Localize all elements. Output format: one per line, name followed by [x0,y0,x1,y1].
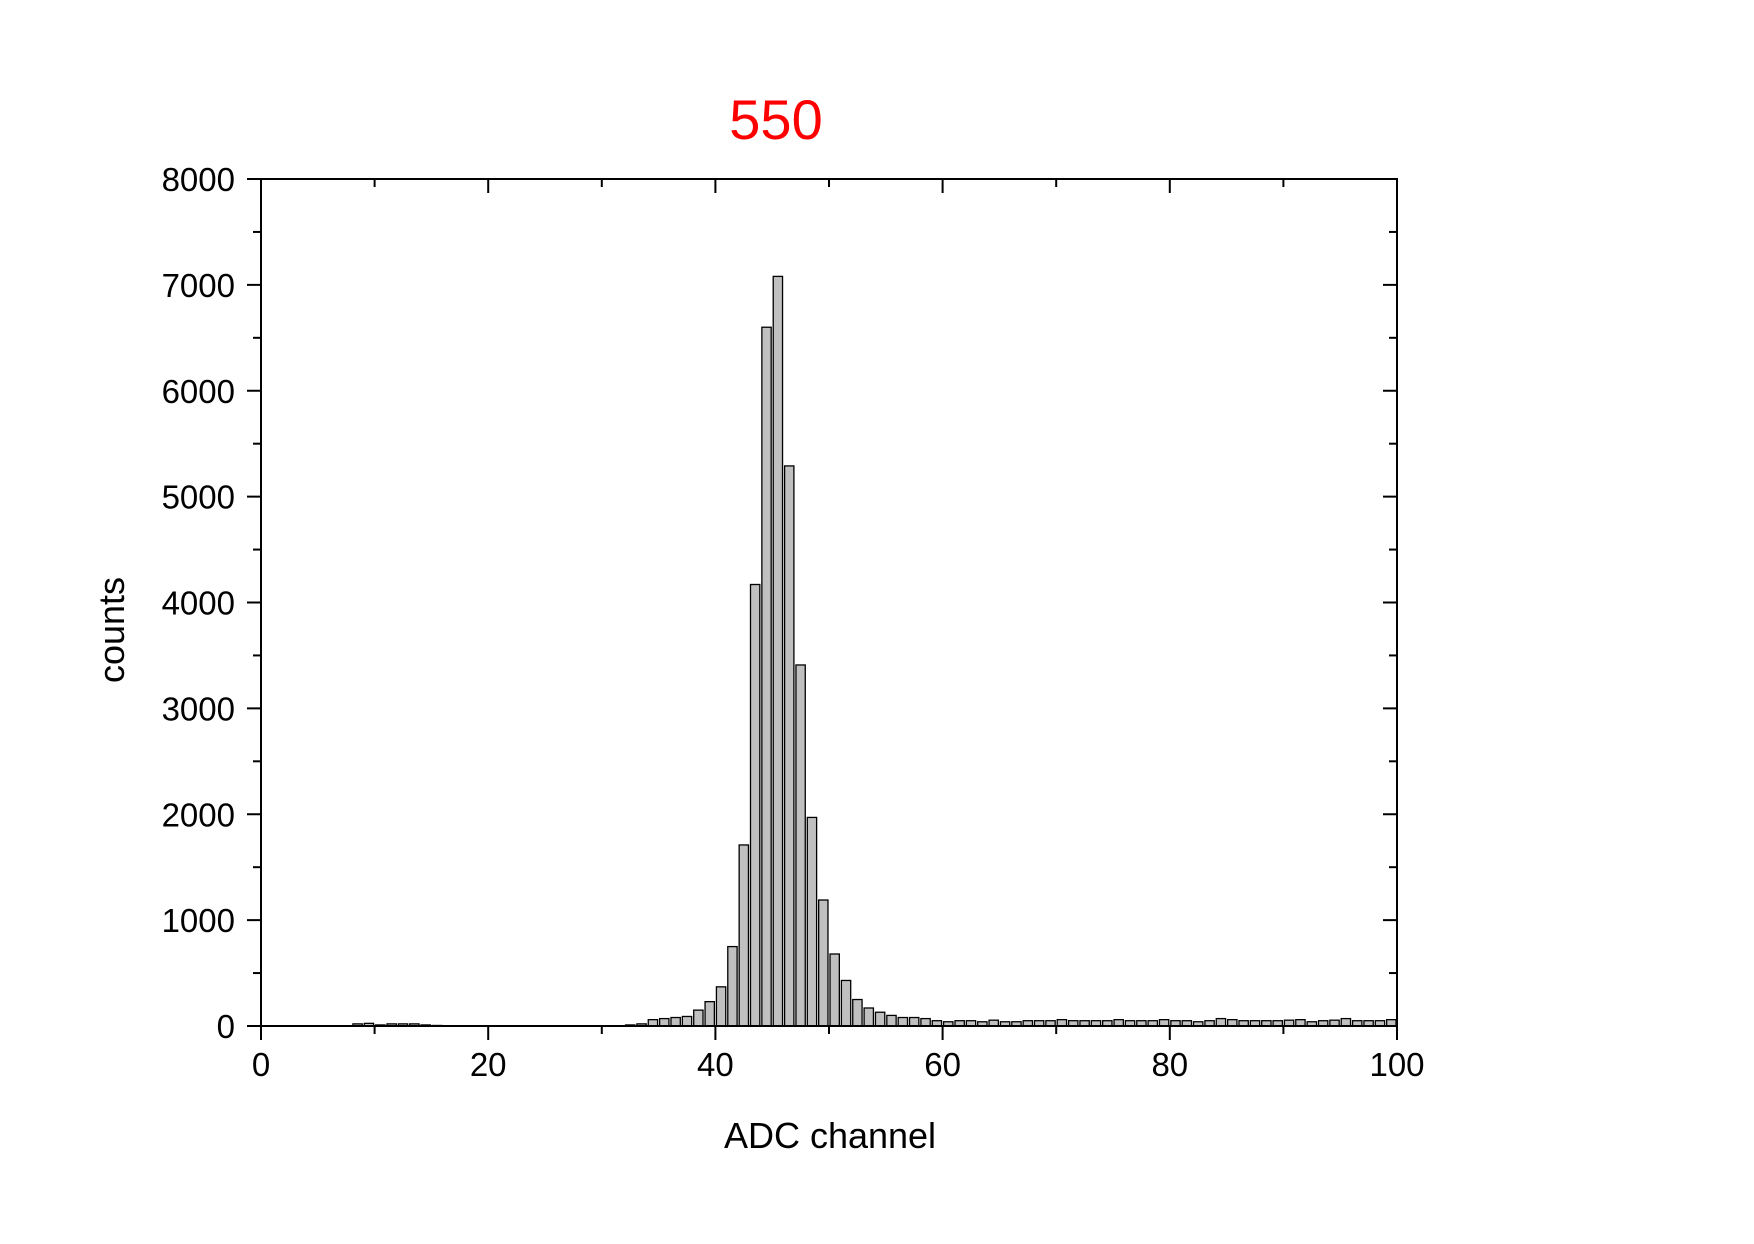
histogram-bar [863,1007,875,1027]
histogram-bar [715,986,727,1027]
histogram-bar [897,1016,909,1027]
x-tick-label: 100 [1369,1046,1424,1083]
chart-title: 550 [729,88,822,151]
x-tick-label: 0 [252,1046,270,1083]
x-tick-label: 60 [924,1046,961,1083]
x-tick-label: 40 [697,1046,734,1083]
axes-layer: 0 20 40 60 80 1000100020003000400050006000700… [162,161,1425,1083]
histogram-bar [772,275,784,1027]
histogram-bar [852,998,863,1027]
histogram-bar [749,583,761,1027]
histogram-bar [727,945,738,1027]
bars-layer [352,275,1397,1027]
y-tick-label: 2000 [162,796,235,833]
y-tick-label: 3000 [162,690,235,727]
histogram-bar [693,1009,704,1027]
histogram-bar [738,844,750,1027]
histogram-bar [670,1016,681,1027]
y-tick-label: 6000 [162,373,235,410]
plot-frame [260,178,1398,1027]
histogram-bar [874,1011,886,1027]
histogram-bar [704,1001,716,1027]
histogram-bar [886,1014,897,1027]
histogram-bar [829,953,840,1027]
y-tick-label: 4000 [162,585,235,622]
histogram-bar [1340,1017,1352,1027]
x-axis-label: ADC channel [724,1115,936,1156]
x-tick-label: 80 [1151,1046,1188,1083]
histogram-bar [1215,1017,1227,1027]
y-axis-label: counts [91,577,132,683]
histogram-bar [761,326,772,1027]
y-tick-label: 5000 [162,479,235,516]
histogram-bar [920,1017,931,1027]
histogram-bar [681,1015,693,1027]
x-tick-label: 20 [470,1046,507,1083]
histogram-bar [840,979,852,1027]
y-tick-label: 7000 [162,267,235,304]
histogram-bar [795,664,806,1027]
histogram-bar [806,816,818,1027]
y-tick-label: 1000 [162,902,235,939]
y-tick-label: 0 [217,1008,235,1045]
histogram-bar [783,465,795,1027]
histogram-bar [908,1016,920,1027]
histogram-bar [818,899,829,1027]
y-tick-label: 8000 [162,161,235,198]
histogram-bar [658,1017,670,1027]
